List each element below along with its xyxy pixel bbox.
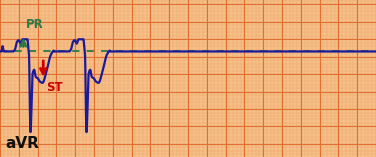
- Text: aVR: aVR: [6, 136, 39, 151]
- Text: ST: ST: [46, 81, 63, 94]
- Text: PR: PR: [26, 18, 44, 30]
